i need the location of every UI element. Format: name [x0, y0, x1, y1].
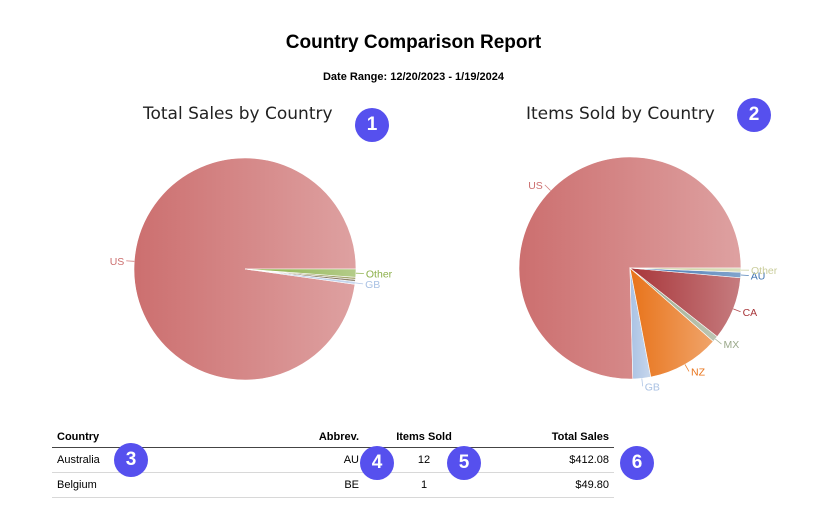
- report-title: Country Comparison Report: [285, 32, 542, 53]
- pie-label-au: AU: [751, 271, 766, 283]
- pie-label-mx: MX: [724, 339, 740, 351]
- header-abbrev: Abbrev.: [312, 428, 364, 448]
- pie-label-us: US: [110, 256, 125, 268]
- cell-total-sales: $412.08: [484, 447, 614, 473]
- header-items-sold: Items Sold: [364, 428, 484, 448]
- table-header-row: Country Abbrev. Items Sold Total Sales: [52, 428, 614, 448]
- annotation-badge-3: 3: [114, 443, 148, 477]
- chart-title-total-sales: Total Sales by Country: [143, 104, 333, 124]
- leader-line-gb: [641, 378, 644, 387]
- cell-country: Belgium: [52, 472, 312, 498]
- header-country: Country: [52, 428, 312, 448]
- pie-label-ca: CA: [743, 307, 758, 319]
- annotation-badge-6: 6: [620, 446, 654, 480]
- annotation-badge-5: 5: [447, 446, 481, 480]
- annotation-badge-4: 4: [360, 446, 394, 480]
- pie-label-gb: GB: [365, 279, 380, 291]
- pie-label-other: Other: [751, 265, 778, 277]
- leader-line-au: [740, 274, 749, 276]
- pie-label-gb: GB: [645, 381, 660, 393]
- date-range: Date Range: 12/20/2023 - 1/19/2024: [322, 71, 504, 83]
- leader-line-mx: [715, 338, 722, 345]
- pie-slice-nz: [629, 267, 714, 378]
- chart-title-items-sold: Items Sold by Country: [526, 104, 715, 124]
- cell-abbrev: BE: [312, 472, 364, 498]
- cell-abbrev: AU: [312, 447, 364, 473]
- pie-label-other: Other: [366, 269, 393, 281]
- pie-label-nz: NZ: [691, 366, 706, 378]
- cell-country: Australia: [52, 447, 312, 473]
- annotation-badge-2: 2: [737, 98, 771, 132]
- leader-line-gb: [355, 282, 364, 285]
- annotation-badge-1: 1: [355, 108, 389, 142]
- leader-line-nz: [684, 364, 690, 372]
- leader-line-ca: [733, 308, 741, 313]
- header-total-sales: Total Sales: [484, 428, 614, 448]
- pie-label-us: US: [528, 180, 543, 192]
- cell-total-sales: $49.80: [484, 472, 614, 498]
- pie-slice-other: [629, 267, 742, 273]
- leader-line-us: [544, 184, 551, 191]
- leader-line-us: [126, 260, 135, 262]
- table-row: Belgium BE 1 $49.80: [52, 472, 614, 498]
